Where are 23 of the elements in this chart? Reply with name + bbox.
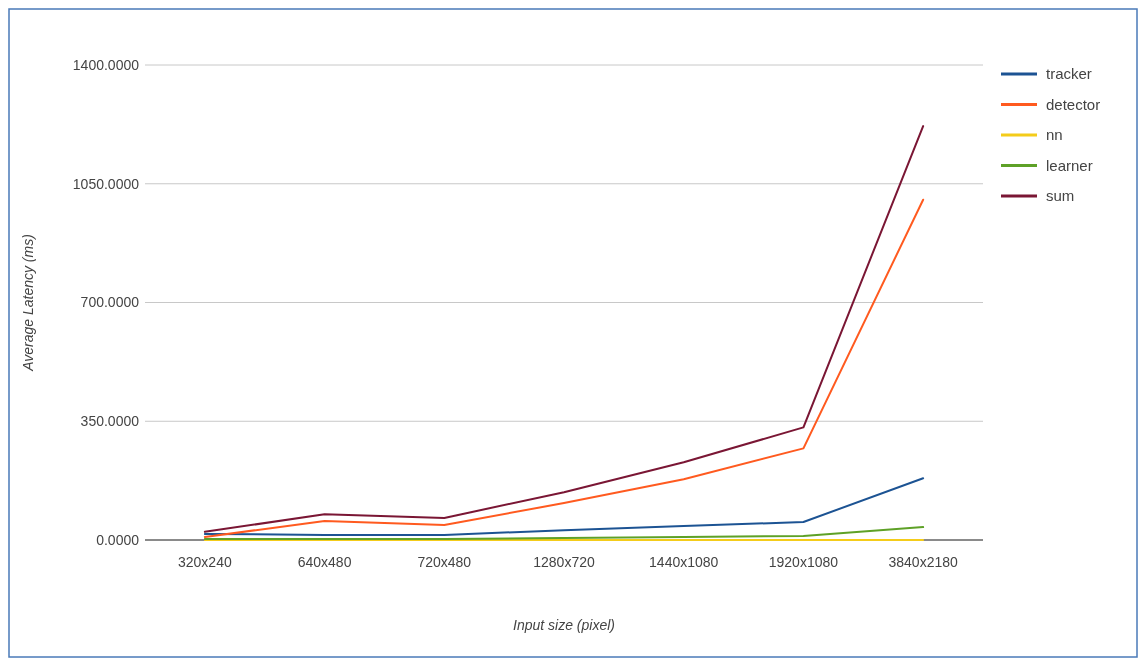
x-tick-label: 1280x720 — [533, 554, 595, 570]
y-tick-label: 350.0000 — [80, 413, 140, 430]
x-tick-label: 640x480 — [297, 554, 352, 570]
y-tick-label: 1050.0000 — [72, 175, 140, 192]
legend-label: sum — [1046, 187, 1075, 205]
y-tick-label: 0.0000 — [96, 531, 140, 548]
line-series — [203, 477, 925, 536]
line-series — [203, 526, 925, 540]
y-tick-label: 1400.0000 — [72, 56, 140, 73]
line-series — [203, 125, 925, 533]
x-tick-label: 320x240 — [178, 554, 232, 570]
legend-label: tracker — [1046, 65, 1092, 83]
x-tick-label: 720x480 — [417, 554, 472, 570]
line-series — [203, 198, 925, 538]
x-tick-label: 3840x2180 — [888, 554, 958, 570]
y-tick-label: 700.0000 — [80, 294, 140, 311]
legend-label: nn — [1046, 126, 1063, 144]
x-axis-title: Input size (pixel) — [513, 617, 615, 633]
x-tick-label: 1920x1080 — [768, 554, 839, 570]
legend-label: learner — [1046, 156, 1093, 174]
legend-label: detector — [1046, 95, 1101, 113]
y-axis-title: Average Latency (ms) — [20, 234, 36, 372]
x-tick-label: 1440x1080 — [649, 554, 719, 570]
